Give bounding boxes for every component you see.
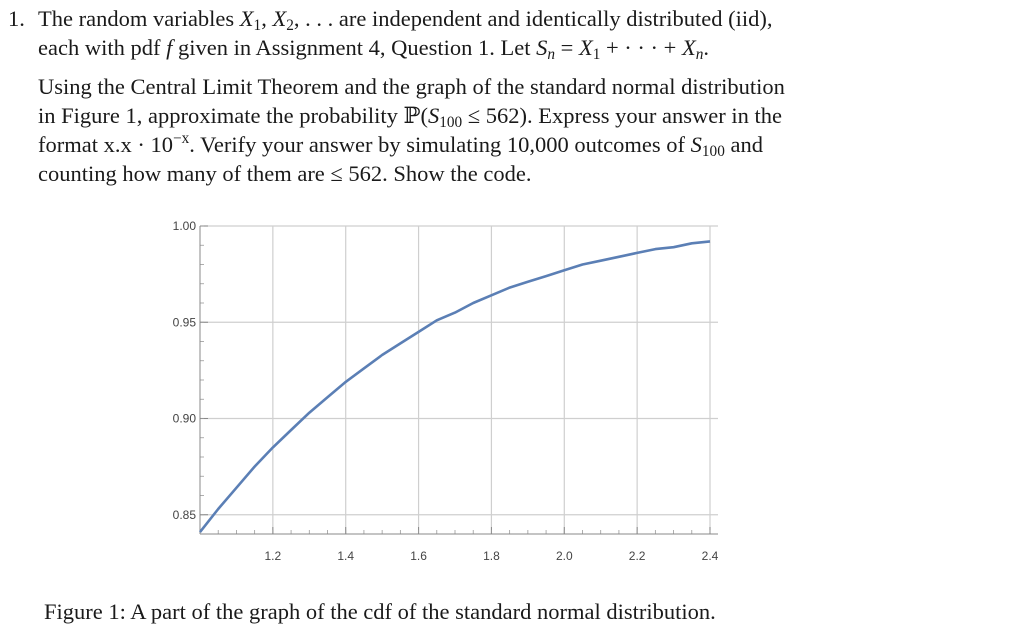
x-tick-label: 2.4 — [702, 549, 719, 563]
problem-line-5: format x.x · 10−x. Verify your answer by… — [38, 129, 763, 160]
cdf-chart: 1.2 1.4 1.6 1.8 2.0 2.2 2.4 1.00 0.95 0.90 0.85 — [173, 219, 719, 563]
problem-number: 1. — [8, 6, 25, 31]
x-tick-label: 1.8 — [483, 549, 500, 563]
problem-line-4: in Figure 1, approximate the probability… — [38, 103, 782, 131]
x-tick-label: 1.4 — [337, 549, 354, 563]
problem-line-6: counting how many of them are ≤ 562. Sho… — [38, 161, 532, 186]
y-tick-label: 0.95 — [173, 315, 197, 329]
problem-line-2: each with pdf f given in Assignment 4, Q… — [38, 35, 709, 63]
problem-line-1: 1. The random variables X1, X2, . . . are… — [8, 6, 773, 34]
figure-caption: Figure 1: A part of the graph of the cdf… — [44, 599, 716, 624]
y-tick-label: 1.00 — [173, 219, 197, 233]
x-tick-label: 2.2 — [629, 549, 646, 563]
cdf-curve — [198, 240, 711, 533]
y-tick-label: 0.90 — [173, 412, 197, 426]
problem-line-3: Using the Central Limit Theorem and the … — [38, 74, 785, 99]
x-tick-label: 1.2 — [265, 549, 282, 563]
problem-statement: 1. The random variables X1, X2, . . . are… — [8, 4, 1008, 188]
x-tick-label: 2.0 — [556, 549, 573, 563]
y-tick-label: 0.85 — [173, 508, 197, 522]
x-tick-label: 1.6 — [410, 549, 427, 563]
